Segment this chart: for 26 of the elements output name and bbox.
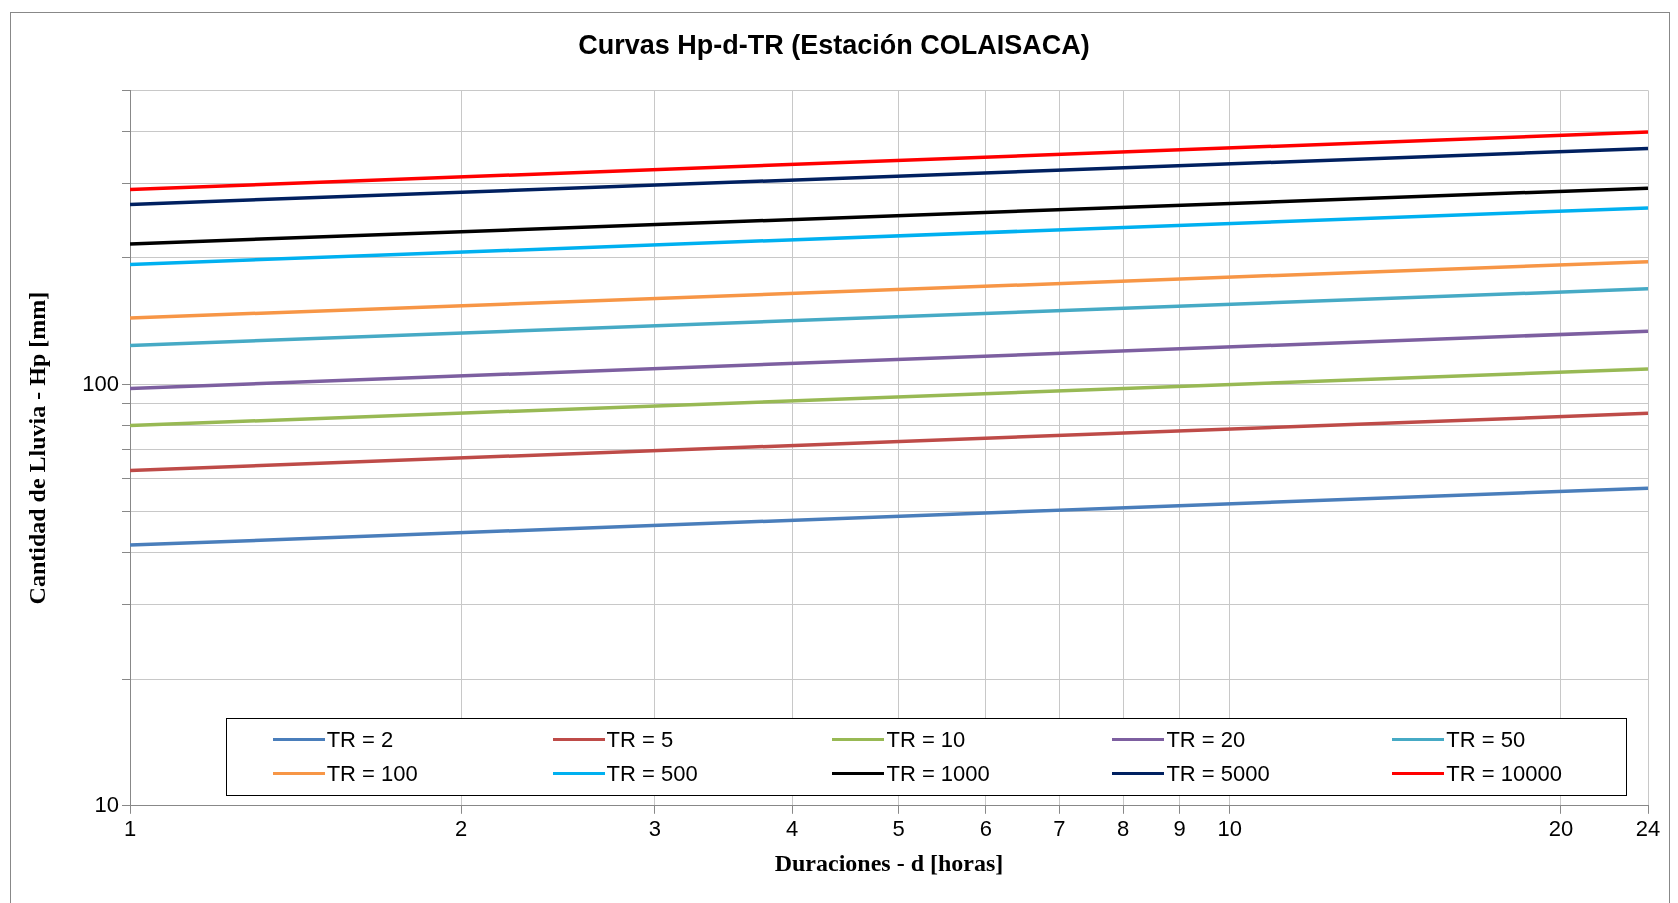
x-tick-label: 5 xyxy=(892,816,905,842)
x-tick-label: 4 xyxy=(786,816,799,842)
legend-label: TR = 10000 xyxy=(1445,759,1563,788)
x-tick-label: 6 xyxy=(979,816,992,842)
x-tick-label: 2 xyxy=(454,816,468,842)
x-axis-title: Duraciones - d [horas] xyxy=(774,849,1004,876)
legend-label: TR = 100 xyxy=(325,759,419,788)
legend-label: TR = 5 xyxy=(605,725,675,754)
x-tick-label: 24 xyxy=(1635,816,1661,842)
y-axis-title: Cantidad de Lluvia - Hp [mm] xyxy=(23,291,50,605)
legend-label: TR = 5000 xyxy=(1165,759,1271,788)
legend-label: TR = 50 xyxy=(1445,725,1527,754)
legend-label: TR = 20 xyxy=(1165,725,1247,754)
legend-label: TR = 1000 xyxy=(885,759,991,788)
x-tick-label: 1 xyxy=(123,816,137,842)
legend-label: TR = 10 xyxy=(885,725,967,754)
legend-label: TR = 500 xyxy=(605,759,699,788)
x-tick-label: 8 xyxy=(1117,816,1130,842)
x-tick-label: 20 xyxy=(1548,816,1574,842)
legend-label: TR = 2 xyxy=(325,725,395,754)
x-tick-label: 3 xyxy=(648,816,661,842)
x-tick-label: 10 xyxy=(1217,816,1243,842)
y-tick-label: 100 xyxy=(82,370,119,396)
x-tick-label: 7 xyxy=(1053,816,1066,842)
chart-title: Curvas Hp-d-TR (Estación COLAISACA) xyxy=(578,29,1090,60)
x-tick-label: 9 xyxy=(1173,816,1186,842)
